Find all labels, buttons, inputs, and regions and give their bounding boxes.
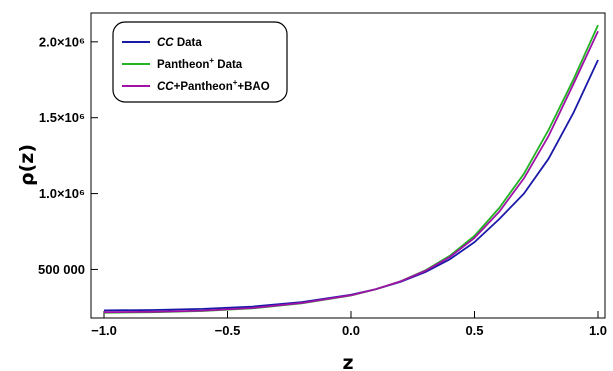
series-line-combined (103, 30, 599, 314)
x-axis-title: z (342, 352, 353, 371)
y-tick-label: 500 000 (38, 262, 85, 277)
y-tick-label: 1.5×10⁶ (39, 110, 85, 125)
x-tick-label: 0.0 (342, 323, 360, 338)
series-layer (103, 24, 599, 314)
x-tick-label: 1.0 (589, 323, 607, 338)
legend-label-combined: CC+Pantheon++BAO (157, 78, 270, 93)
legend-label-pantheon: Pantheon+ Data (157, 56, 243, 71)
plot-frame (90, 12, 606, 319)
x-tick-label: −1.0 (91, 323, 117, 338)
y-axis-title: ρ(z) (16, 144, 38, 186)
y-tick-label: 2.0×10⁶ (39, 34, 85, 49)
legend-box (112, 21, 288, 103)
axis-ticks: −1.0 −0.5 0.0 0.5 1.0 500 000 1.0×10⁶ 1.5×10⁶ 2.… (38, 34, 607, 338)
x-tick-label: 0.5 (465, 323, 483, 338)
y-tick-label: 1.0×10⁶ (39, 186, 85, 201)
legend-label-cc: CC Data (157, 37, 202, 49)
legend: CC Data Pantheon+ Data CC+Pantheon++BAO (112, 21, 288, 103)
x-tick-label: −0.5 (215, 323, 241, 338)
